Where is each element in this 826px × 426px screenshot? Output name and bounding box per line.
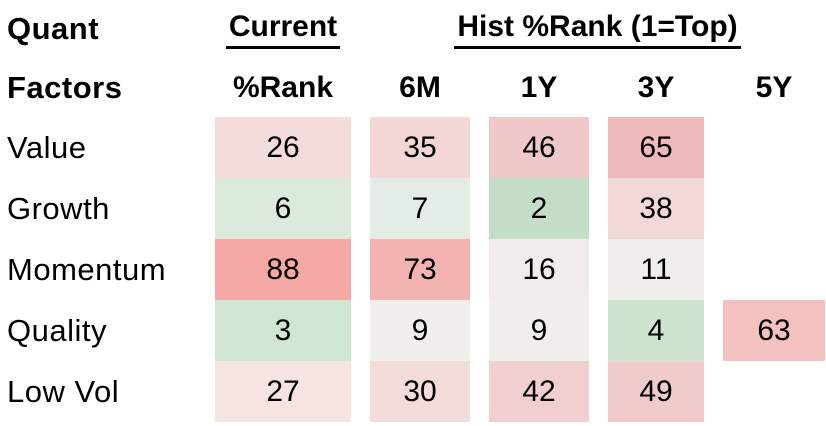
- rank-cell: 30: [370, 361, 470, 422]
- hist-group-header-label: Hist %Rank (1=Top): [454, 10, 741, 49]
- rank-cell: 3: [215, 300, 351, 361]
- rank-cell: 2: [489, 178, 589, 239]
- rank-cell: 27: [215, 361, 351, 422]
- rank-cell: 7: [370, 178, 470, 239]
- rank-cell: 42: [489, 361, 589, 422]
- hist-group-header: Hist %Rank (1=Top): [370, 0, 825, 58]
- factor-label-quality: Quality: [7, 312, 107, 348]
- column-header-rank: %Rank: [232, 70, 334, 104]
- rank-cell: 46: [489, 117, 589, 178]
- rank-cell: 35: [370, 117, 470, 178]
- column-header-5y: 5Y: [755, 70, 793, 104]
- rank-cell: 65: [608, 117, 704, 178]
- rank-cell: [723, 361, 825, 422]
- rank-cell: [723, 178, 825, 239]
- rank-cell: 9: [370, 300, 470, 361]
- current-group-header: Current: [215, 0, 351, 58]
- rank-cell: 73: [370, 239, 470, 300]
- column-header-6m: 6M: [399, 70, 441, 104]
- rank-cell: 4: [608, 300, 704, 361]
- rank-cell: 49: [608, 361, 704, 422]
- factor-label-value: Value: [7, 129, 87, 165]
- rank-cell: 9: [489, 300, 589, 361]
- rank-cell: [723, 117, 825, 178]
- factor-label-low-vol: Low Vol: [7, 373, 120, 409]
- column-header-3y: 3Y: [637, 70, 675, 104]
- factor-label-growth: Growth: [7, 190, 110, 226]
- factor-label-momentum: Momentum: [7, 251, 167, 287]
- rank-cell: 38: [608, 178, 704, 239]
- corner-title-line1: Quant: [7, 11, 100, 46]
- rank-cell: 88: [215, 239, 351, 300]
- rank-cell: 11: [608, 239, 704, 300]
- column-header-1y: 1Y: [520, 70, 558, 104]
- current-group-header-label: Current: [225, 10, 341, 49]
- rank-cell: 16: [489, 239, 589, 300]
- corner-title-line2: Factors: [7, 69, 123, 105]
- rank-cell: 26: [215, 117, 351, 178]
- rank-cell: 63: [723, 300, 825, 361]
- rank-cell: [723, 239, 825, 300]
- rank-cell: 6: [215, 178, 351, 239]
